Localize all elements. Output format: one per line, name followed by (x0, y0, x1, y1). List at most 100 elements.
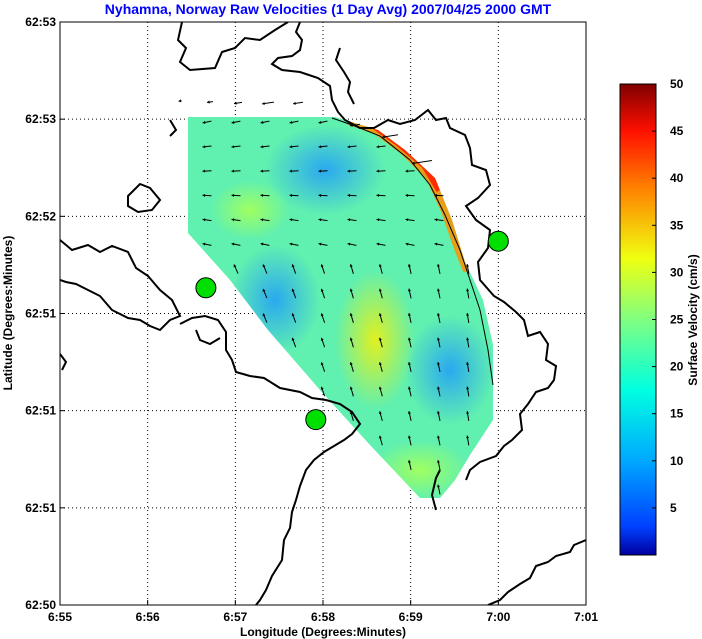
velocity-arrow (405, 242, 415, 246)
station-markers (195, 230, 509, 431)
velocity-arrow (291, 288, 297, 299)
velocity-arrow (320, 362, 326, 372)
colorbar-tick-label: 20 (670, 360, 684, 374)
y-tick-label: 62:50 (25, 598, 56, 612)
velocity-arrow (349, 386, 354, 397)
colorbar-tick-label: 45 (670, 124, 684, 138)
velocity-arrow (434, 218, 444, 222)
velocity-arrow (407, 263, 412, 275)
velocity-arrow (378, 386, 383, 397)
velocity-arrow (466, 411, 470, 421)
velocity-arrow (466, 362, 470, 372)
velocity-arrow (376, 242, 386, 246)
coastline-west-edge (60, 353, 68, 371)
velocity-arrow (349, 362, 354, 372)
velocity-arrow (260, 193, 270, 197)
x-tick-label: 7:01 (574, 610, 598, 624)
coastline-east (270, 22, 558, 481)
velocity-arrow (347, 218, 357, 222)
colorbar-tick-label: 15 (670, 407, 684, 421)
mid-velocity-region (210, 180, 290, 240)
velocity-arrow (349, 288, 354, 299)
velocity-arrow (178, 99, 182, 103)
velocity-arrow (318, 218, 328, 222)
velocity-arrow (437, 288, 441, 299)
velocity-arrow (347, 169, 357, 173)
station-marker (195, 277, 217, 299)
velocity-arrow (262, 264, 268, 274)
velocity-arrow (231, 218, 241, 222)
coastline-rock (169, 119, 178, 137)
velocity-arrow (318, 193, 328, 197)
velocity-arrow (378, 362, 383, 372)
coastline-south-inlet (430, 469, 441, 511)
colorbar-tick-label: 50 (670, 77, 684, 91)
velocity-arrow (262, 101, 274, 105)
x-tick-labels: 6:55 6:56 6:57 6:58 6:59 7:00 7:01 (48, 610, 598, 624)
velocity-arrow (437, 435, 441, 446)
velocity-arrow (349, 337, 354, 348)
velocity-arrow (260, 218, 270, 222)
velocity-arrow (202, 193, 212, 197)
velocity-arrow (349, 264, 354, 274)
coastline (60, 22, 586, 605)
colorbar-tick-label: 25 (670, 313, 684, 327)
station-marker (487, 230, 509, 252)
velocity-arrow (233, 101, 243, 105)
x-axis-label: Longitude (Degrees:Minutes) (240, 625, 406, 639)
velocity-arrow (231, 193, 241, 197)
velocity-arrow (320, 313, 326, 323)
velocity-arrow (260, 145, 270, 149)
velocity-arrow (378, 264, 383, 274)
y-tick-label: 62:51 (25, 404, 56, 418)
velocity-arrow (466, 313, 470, 323)
colorbar-tick-label: 5 (670, 501, 677, 515)
island (127, 182, 162, 214)
velocity-arrow (376, 145, 386, 149)
velocity-arrow (437, 411, 441, 421)
x-tick-label: 6:59 (399, 610, 423, 624)
colorbar-tick-label: 40 (670, 171, 684, 185)
velocity-arrow (437, 313, 441, 323)
velocity-arrow (382, 134, 398, 139)
velocity-arrow (376, 193, 386, 197)
coastline-southwest (179, 314, 362, 605)
coastline-detail (331, 117, 494, 386)
velocity-arrow (376, 218, 386, 222)
y-tick-label: 62:53 (25, 15, 56, 29)
colorbar-tick-labels: 5 10 15 20 25 30 35 40 45 50 (652, 77, 684, 515)
velocity-arrow (320, 386, 326, 397)
velocity-arrow (407, 459, 412, 471)
x-tick-label: 6:58 (311, 610, 335, 624)
velocity-arrow (231, 145, 241, 149)
velocity-arrow (260, 169, 270, 173)
coastline-inlet (334, 47, 355, 105)
velocity-arrow (202, 169, 212, 173)
velocity-arrow (407, 361, 412, 373)
velocity-arrow (202, 218, 212, 222)
y-axis-label: Latitude (Degrees:Minutes) (1, 236, 15, 391)
velocity-arrow (231, 242, 241, 246)
colorbar-tick-label: 10 (670, 454, 684, 468)
velocity-arrow (378, 288, 383, 299)
velocity-arrow (289, 169, 299, 173)
velocity-arrow (202, 120, 212, 124)
velocity-arrow (378, 435, 383, 446)
x-tick-label: 6:57 (223, 610, 247, 624)
station-marker (305, 409, 327, 431)
y-tick-label: 62:53 (25, 112, 56, 126)
y-tick-label: 62:51 (25, 501, 56, 515)
velocity-arrows (178, 99, 470, 495)
velocity-arrow (318, 120, 328, 124)
velocity-arrow (407, 410, 412, 422)
colorbar-label: Surface Velocity (cm/s) (686, 254, 700, 385)
velocity-arrow (407, 386, 412, 397)
velocity-arrow (434, 242, 444, 246)
velocity-arrow (320, 264, 326, 274)
velocity-arrow (437, 484, 441, 495)
velocity-arrow (347, 242, 357, 246)
velocity-arrow (376, 169, 386, 173)
velocity-arrow (347, 193, 357, 197)
velocity-arrow (466, 386, 470, 397)
x-tick-label: 6:56 (136, 610, 160, 624)
